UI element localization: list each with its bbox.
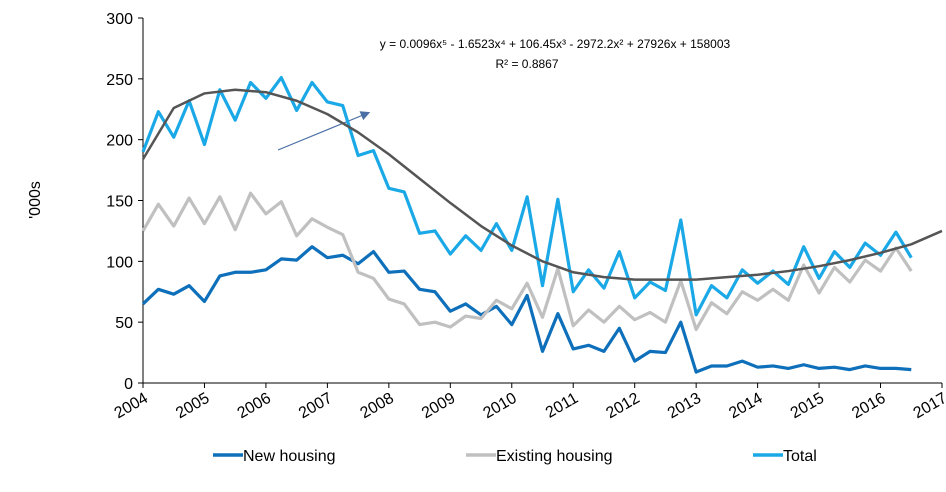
x-tick-label: 2009 [419, 390, 458, 423]
y-tick-label: 100 [106, 254, 133, 271]
x-tick-label: 2016 [849, 390, 888, 423]
series-line [141, 76, 913, 317]
y-tick-label: 300 [106, 11, 133, 28]
y-tick-label: 50 [115, 315, 133, 332]
x-tick-label: 2007 [296, 390, 335, 423]
equation: y = 0.0096x⁵ - 1.6523x⁴ + 106.45x³ - 297… [380, 37, 731, 51]
x-tick-label: 2006 [235, 390, 274, 423]
series-line [141, 245, 912, 374]
y-tick-label: 200 [106, 133, 133, 150]
y-tick-label: 250 [106, 72, 133, 89]
x-tick-label: 2014 [726, 390, 765, 423]
x-tick-label: 2011 [543, 390, 581, 422]
x-tick-label: 2005 [173, 390, 212, 423]
legend-label: New housing [243, 448, 336, 465]
x-tick-label: 2004 [112, 390, 151, 423]
x-tick-label: 2008 [358, 390, 397, 423]
annotation-arrow [277, 111, 371, 151]
x-tick-label: 2010 [480, 390, 519, 423]
trendline [141, 88, 943, 281]
series-line [141, 191, 913, 332]
x-tick-label: 2012 [603, 390, 642, 423]
r-squared: R² = 0.8867 [495, 57, 558, 71]
x-tick-label: 2017 [911, 390, 946, 423]
y-tick-label: 150 [106, 194, 133, 211]
y-axis-label: '000s [27, 181, 44, 219]
legend-label: Existing housing [496, 448, 613, 465]
x-tick-label: 2013 [665, 390, 704, 423]
x-tick-label: 2015 [788, 390, 827, 423]
legend-label: Total [783, 448, 817, 465]
y-tick-label: 0 [124, 376, 133, 393]
